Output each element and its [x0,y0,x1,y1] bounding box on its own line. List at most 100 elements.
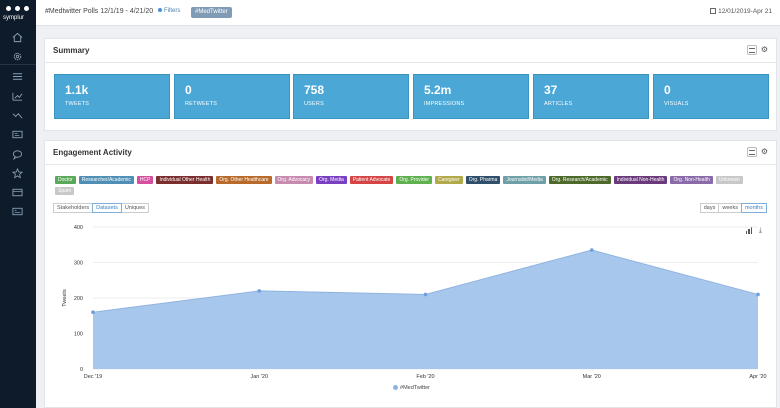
legend-chip[interactable]: Org. Pharma [465,176,501,184]
gear-icon[interactable] [10,50,24,62]
series-area [93,250,758,369]
stat-card-visuals[interactable]: 0 VISUALS [653,74,769,119]
y-tick-label: 200 [74,296,83,302]
legend-swatch [393,385,399,390]
y-axis-label: Tweets [62,289,68,307]
table-icon [748,47,755,53]
card-alt-icon[interactable] [10,205,24,217]
stat-label: TWEETS [65,101,90,107]
summary-table-button[interactable] [746,45,757,55]
filters-link[interactable]: Filters [158,8,180,14]
legend-chip[interactable]: Journalist/Media [503,176,546,184]
stat-value: 5.2m [424,83,452,97]
sidebar-divider [0,64,36,65]
brand-logo[interactable]: symplur [3,15,25,21]
home-icon[interactable] [10,31,24,43]
y-tick-label: 0 [80,367,83,373]
x-tick-label: Feb '20 [416,374,434,380]
stat-card-impressions[interactable]: 5.2m IMPRESSIONS [413,74,529,119]
legend-chip[interactable]: Unknown [715,176,743,184]
legend-chip[interactable]: Org. Media [316,176,347,184]
legend-chip[interactable]: Org. Advocacy [274,176,314,184]
date-range-text[interactable]: 12/01/2019-Apr 21 [718,8,772,15]
legend-chip[interactable]: Patient Advocate [349,176,394,184]
filter-dot-icon [158,8,162,13]
mode-toggle: Stakeholders Datasets Uniques [53,203,150,213]
engagement-panel: Engagement Activity ⚙ Doctor Researcher/A… [44,140,777,408]
stat-card-users[interactable]: 758 USERS [293,74,409,119]
legend-chip[interactable]: Org. Provider [396,176,433,184]
calendar-icon [710,8,717,14]
top-header: #Medtwitter Polls 12/1/19 - 4/21/20 Filt… [36,0,780,26]
engagement-area-chart: 0 100 200 300 400 Tweets Dec '19 Jan '20 Feb '20… [62,225,767,380]
stat-value: 758 [304,83,325,97]
x-tick-label: Apr '20 [749,374,766,380]
summary-settings-gear-icon[interactable]: ⚙ [760,45,768,54]
mode-button[interactable]: Datasets [92,203,122,213]
data-point [423,292,428,297]
download-icon[interactable]: ⤓ [758,227,762,234]
table-icon [748,149,755,155]
x-tick-label: Dec '19 [84,374,102,380]
page-title: #Medtwitter Polls 12/1/19 - 4/21/20 [45,8,154,15]
stat-value: 0 [664,83,671,97]
stat-card-tweets[interactable]: 1.1k TWEETS [54,74,170,119]
stat-card-retweets[interactable]: 0 RETWEETS [174,74,290,119]
engagement-title: Engagement Activity [53,148,132,157]
chat-icon[interactable] [10,148,24,160]
summary-tools: ⚙ [746,45,768,55]
legend-chip[interactable]: Org. Non-Health [670,176,713,184]
stat-label: VISUALS [664,101,689,107]
date-range-picker[interactable]: 12/01/2019-Apr 21 [710,8,772,15]
dataset-tag[interactable]: #MedTwitter [191,7,232,18]
legend-chip[interactable]: Org. Research/Academic [548,176,611,184]
trend-up-icon[interactable] [10,90,24,102]
y-tick-label: 100 [74,332,83,338]
stat-card-articles[interactable]: 37 ARTICLES [533,74,649,119]
legend-chip[interactable]: Individual Non-Health [613,176,668,184]
legend-chip[interactable]: HCP [136,176,154,184]
legend-chip[interactable]: Doctor [55,176,76,184]
bar-chart-icon[interactable] [745,227,753,234]
trend-down-icon[interactable] [10,109,24,121]
card-icon[interactable] [10,186,24,198]
summary-title: Summary [53,46,90,55]
legend-chip[interactable]: Spam [55,187,75,195]
stat-value: 37 [544,83,558,97]
star-icon[interactable] [10,167,24,179]
data-point [257,289,262,293]
engagement-divider [45,164,776,165]
period-toggle: days weeks months [699,203,767,213]
chart-legend[interactable]: #MedTwitter [45,385,778,391]
summary-panel: Summary ⚙ 1.1k TWEETS 0 RETWEETS 758 USE… [44,38,777,131]
stat-label: ARTICLES [544,101,573,107]
data-point [91,310,95,314]
legend-chip[interactable]: Org. Other Healthcare [216,176,272,184]
engagement-settings-gear-icon[interactable]: ⚙ [760,147,768,156]
filters-label[interactable]: Filters [164,8,181,14]
sidebar: symplur [0,0,36,408]
period-button[interactable]: months [740,203,767,213]
legend-series-name: #MedTwitter [400,385,430,391]
engagement-table-button[interactable] [746,147,757,157]
brand-dots-icon [6,6,29,11]
data-point [756,292,760,297]
list-icon[interactable] [10,70,24,82]
stat-value: 0 [185,83,192,97]
y-tick-label: 300 [74,261,83,267]
id-card-icon[interactable] [10,128,24,140]
x-tick-label: Mar '20 [583,374,601,380]
stat-value: 1.1k [65,83,89,97]
stat-label: USERS [304,101,324,107]
summary-divider [45,62,776,63]
x-tick-label: Jan '20 [250,374,268,380]
chart-tools: ⤓ [745,227,762,234]
legend-chip[interactable]: Individual Other Health [156,176,214,184]
y-tick-label: 400 [74,225,83,231]
stakeholder-legend: Doctor Researcher/Academic HCP Individual O… [55,176,755,195]
stat-label: IMPRESSIONS [424,101,465,107]
stat-label: RETWEETS [185,101,218,107]
data-point [589,248,594,252]
legend-chip[interactable]: Caregiver [435,176,463,184]
legend-chip[interactable]: Researcher/Academic [78,176,134,184]
